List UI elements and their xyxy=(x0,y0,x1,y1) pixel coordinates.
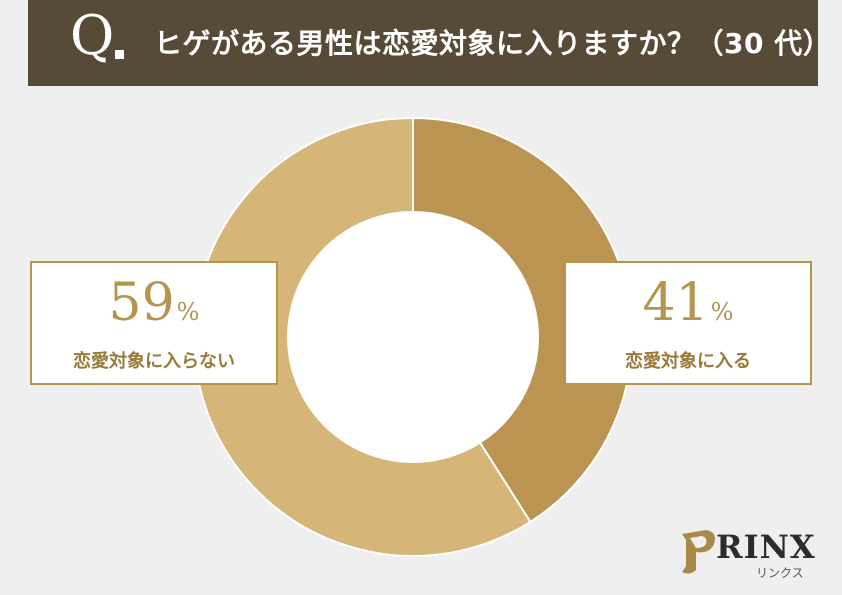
question-text: ヒゲがある男性は恋愛対象に入りますか？（30 代） xyxy=(154,27,832,60)
header-banner xyxy=(28,0,818,86)
percent-no-unit: % xyxy=(176,298,200,326)
q-dot xyxy=(115,50,124,59)
q-mark: Q xyxy=(70,4,115,67)
donut-hole xyxy=(288,212,538,462)
question-header: Q ヒゲがある男性は恋愛対象に入りますか？（30 代） xyxy=(28,0,831,86)
label-box-no: 59% 恋愛対象に入らない xyxy=(30,261,278,385)
logo-text: RINX xyxy=(716,528,816,566)
percent-yes: 41% xyxy=(566,277,810,329)
label-box-yes: 41% 恋愛対象に入る xyxy=(564,261,812,385)
logo-subtext: リンクス xyxy=(756,566,804,580)
label-no-text: 恋愛対象に入らない xyxy=(73,351,235,372)
logo-emblem-icon xyxy=(682,530,715,574)
rinx-logo: RINX リンクス xyxy=(676,524,816,584)
percent-yes-unit: % xyxy=(710,298,734,326)
percent-no-value: 59 xyxy=(108,273,175,333)
label-yes-text: 恋愛対象に入る xyxy=(625,351,751,372)
percent-yes-value: 41 xyxy=(642,273,709,333)
percent-no: 59% xyxy=(32,277,276,329)
